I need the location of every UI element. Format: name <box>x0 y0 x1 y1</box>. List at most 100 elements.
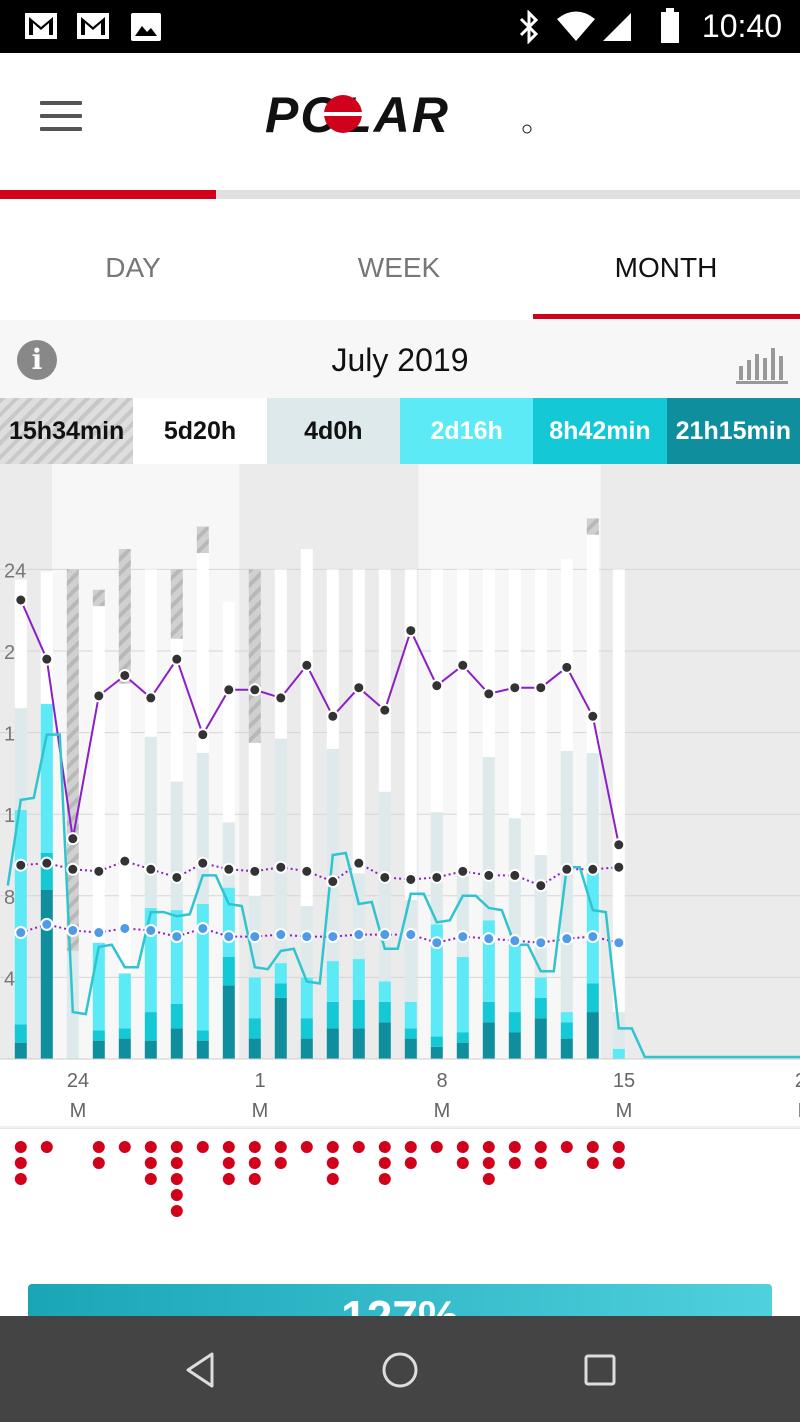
bar-segment-dark <box>560 1038 573 1059</box>
x-tick-label: 8 <box>436 1070 447 1092</box>
bar-segment-dark <box>430 1046 443 1059</box>
data-point <box>248 930 262 944</box>
sleep-dot <box>612 1157 625 1169</box>
bar-segment-light <box>326 961 339 1002</box>
data-point <box>612 860 626 874</box>
bar-segment-white <box>612 569 625 1013</box>
bar-chart-icon[interactable] <box>736 344 788 384</box>
data-point <box>560 660 574 674</box>
x-tick-label: 15 <box>613 1070 635 1092</box>
data-point <box>14 593 28 607</box>
data-point <box>326 875 340 889</box>
bar-segment-light <box>430 924 443 1037</box>
sleep-dot <box>248 1157 261 1169</box>
sleep-dot <box>144 1141 157 1153</box>
bar-segment-white <box>404 569 417 900</box>
info-icon[interactable]: i <box>17 340 57 380</box>
bar-segment-dark <box>378 1022 391 1059</box>
bar-segment-light <box>378 981 391 1002</box>
bar-segment-medium <box>248 1018 261 1039</box>
sleep-dot <box>326 1141 339 1153</box>
bar-segment-light <box>144 908 157 1013</box>
navigation-bar <box>0 1316 800 1422</box>
recents-icon[interactable] <box>576 1346 624 1394</box>
bar-segment-medium <box>170 1003 183 1029</box>
status-bar: 10:40 <box>0 0 800 53</box>
data-point <box>482 687 496 701</box>
sleep-dot <box>92 1141 105 1153</box>
bar-segment-pale <box>586 753 599 866</box>
bar-segment-light <box>508 940 521 1013</box>
tab-month[interactable]: MONTH <box>614 252 718 283</box>
bar-segment-light <box>404 1001 417 1029</box>
sleep-dot <box>326 1157 339 1169</box>
progress-fill <box>0 190 216 199</box>
sleep-dot <box>482 1173 495 1185</box>
bar-segment-light <box>92 942 105 1031</box>
bar-segment-white <box>14 579 27 709</box>
data-point <box>326 709 340 723</box>
x-tick-weekday: M <box>252 1100 269 1122</box>
data-point <box>144 923 158 937</box>
bar-segment-white <box>560 559 573 751</box>
bar-segment-dark <box>144 1040 157 1059</box>
series-line <box>6 733 800 1059</box>
sleep-dot <box>14 1141 27 1153</box>
bar-segment-pale <box>144 736 157 909</box>
data-point <box>66 923 80 937</box>
back-icon[interactable] <box>176 1346 224 1394</box>
bar-segment-striped <box>118 549 131 684</box>
battery-icon <box>661 8 679 43</box>
data-point <box>326 930 340 944</box>
sleep-dot <box>170 1189 183 1201</box>
data-point <box>170 930 184 944</box>
status-time: 10:40 <box>701 8 782 44</box>
bar-segment-light <box>248 977 261 1019</box>
data-point <box>40 917 54 931</box>
bar-segment-white <box>586 534 599 753</box>
sleep-dot <box>482 1157 495 1169</box>
data-point <box>274 928 288 942</box>
tab-day[interactable]: DAY <box>105 252 161 283</box>
bar-segment-pale <box>534 855 547 978</box>
bar-segment-pale <box>14 708 27 811</box>
data-point <box>586 862 600 876</box>
sleep-dot <box>612 1141 625 1153</box>
bar-segment-dark <box>274 997 287 1059</box>
x-tick-weekday: M <box>616 1100 633 1122</box>
data-point <box>92 926 106 940</box>
sleep-dots-area <box>0 1128 800 1289</box>
bar-segment-light <box>14 810 27 1025</box>
sleep-dot <box>378 1157 391 1169</box>
bar-segment-white <box>456 569 469 876</box>
bar-segment-light <box>534 977 547 998</box>
bar-segment-light <box>612 1048 625 1059</box>
sleep-dot <box>378 1141 391 1153</box>
hamburger-menu-icon[interactable] <box>40 101 84 133</box>
x-tick-label: 24 <box>67 1070 89 1092</box>
bar-segment-white <box>352 569 365 874</box>
tab-week[interactable]: WEEK <box>357 252 441 283</box>
bar-segment-white <box>222 602 235 823</box>
sleep-dot <box>170 1173 183 1185</box>
bar-segment-striped <box>170 569 183 639</box>
bar-segment-dark <box>404 1038 417 1059</box>
bar-segment-light <box>560 1012 573 1023</box>
bar-segment-pale <box>404 899 417 1002</box>
bar-segment-medium <box>482 1001 495 1023</box>
bluetooth-icon <box>519 10 539 44</box>
app-bar: POLAR <box>0 53 800 193</box>
data-point <box>14 926 28 940</box>
y-tick-label: 8 <box>4 887 15 909</box>
data-point <box>300 930 314 944</box>
x-tick-weekday: M <box>70 1100 87 1122</box>
sleep-dot <box>170 1141 183 1153</box>
bar-segment-pale <box>612 1012 625 1049</box>
home-icon[interactable] <box>376 1346 424 1394</box>
data-point <box>144 691 158 705</box>
data-point <box>456 864 470 878</box>
bar-segment-dark <box>300 1038 313 1059</box>
bar-segment-medium <box>222 957 235 986</box>
x-tick-label: 22 <box>795 1070 800 1092</box>
data-point <box>508 681 522 695</box>
